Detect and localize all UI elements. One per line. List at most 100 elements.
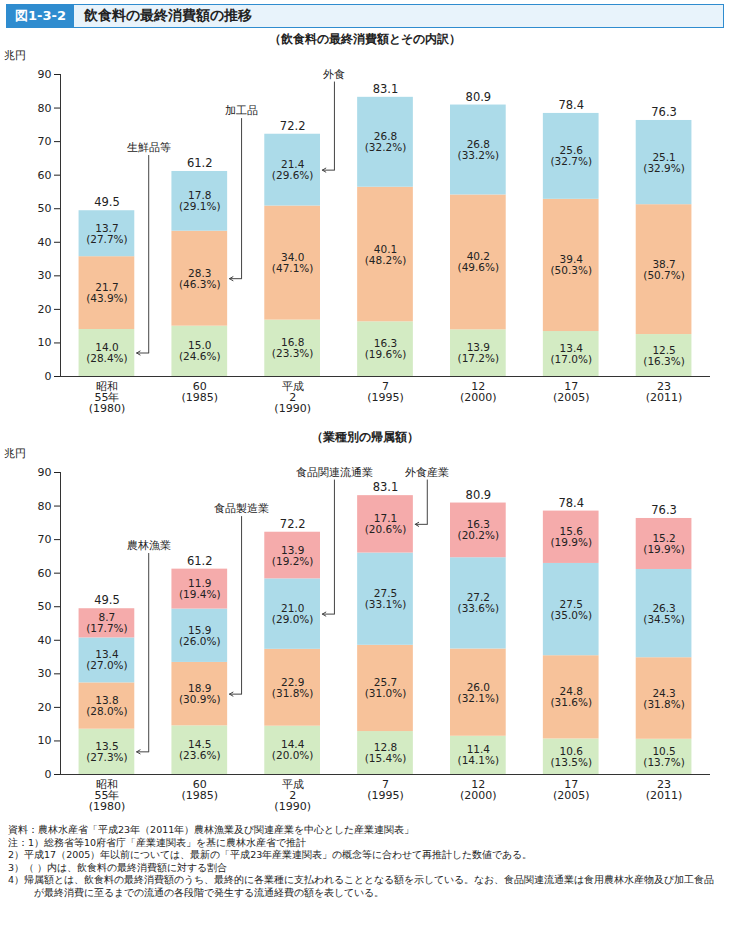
svg-text:11.4(14.1%): 11.4(14.1%) (458, 743, 500, 766)
svg-text:22.9(31.8%): 22.9(31.8%) (272, 676, 314, 699)
svg-text:78.4: 78.4 (558, 496, 584, 510)
svg-text:83.1: 83.1 (373, 480, 399, 494)
svg-text:18.9(30.9%): 18.9(30.9%) (179, 682, 221, 705)
svg-text:60(1985): 60(1985) (181, 380, 218, 404)
svg-text:昭和55年(1980): 昭和55年(1980) (89, 380, 126, 415)
svg-text:外食: 外食 (323, 68, 345, 81)
svg-text:39.4(50.3%): 39.4(50.3%) (550, 253, 592, 276)
svg-text:兆円: 兆円 (4, 49, 26, 62)
svg-text:25.6(32.7%): 25.6(32.7%) (550, 144, 592, 167)
svg-text:7(1995): 7(1995) (367, 380, 404, 404)
svg-text:23(2011): 23(2011) (646, 380, 683, 404)
svg-text:10.5(13.7%): 10.5(13.7%) (643, 745, 685, 768)
svg-text:70: 70 (38, 135, 52, 148)
svg-text:16.3(20.2%): 16.3(20.2%) (458, 518, 500, 541)
svg-text:平成2(1990): 平成2(1990) (274, 778, 311, 813)
svg-text:60(1985): 60(1985) (181, 778, 218, 802)
svg-text:40.2(49.6%): 40.2(49.6%) (458, 250, 500, 273)
svg-text:25.7(31.0%): 25.7(31.0%) (365, 676, 407, 699)
svg-text:26.0(32.1%): 26.0(32.1%) (458, 681, 500, 704)
svg-text:13.4(17.0%): 13.4(17.0%) (550, 342, 592, 365)
svg-text:60: 60 (38, 567, 52, 580)
svg-text:平成2(1990): 平成2(1990) (274, 380, 311, 415)
svg-text:83.1: 83.1 (373, 82, 399, 96)
svg-text:27.5(33.1%): 27.5(33.1%) (365, 587, 407, 610)
svg-text:72.2: 72.2 (280, 119, 306, 133)
svg-text:20: 20 (38, 303, 52, 316)
svg-text:13.8(28.0%): 13.8(28.0%) (86, 694, 128, 717)
svg-text:24.8(31.6%): 24.8(31.6%) (550, 685, 592, 708)
svg-text:28.3(46.3%): 28.3(46.3%) (179, 267, 221, 290)
svg-text:23(2011): 23(2011) (646, 778, 683, 802)
svg-text:30: 30 (38, 269, 52, 282)
svg-text:外食産業: 外食産業 (405, 466, 449, 479)
svg-text:15.2(19.9%): 15.2(19.9%) (643, 532, 685, 555)
svg-text:25.1(32.9%): 25.1(32.9%) (643, 151, 685, 174)
svg-text:30: 30 (38, 667, 52, 680)
svg-text:50: 50 (38, 600, 52, 613)
svg-text:90: 90 (38, 466, 52, 479)
svg-text:26.3(34.5%): 26.3(34.5%) (643, 602, 685, 625)
svg-text:13.9(17.2%): 13.9(17.2%) (458, 341, 500, 364)
svg-text:76.3: 76.3 (651, 105, 677, 119)
svg-text:17(2005): 17(2005) (553, 380, 590, 404)
svg-text:17.8(29.1%): 17.8(29.1%) (179, 189, 221, 212)
svg-text:15.0(24.6%): 15.0(24.6%) (179, 339, 221, 362)
svg-text:兆円: 兆円 (4, 447, 26, 460)
svg-text:21.0(29.0%): 21.0(29.0%) (272, 602, 314, 625)
svg-text:27.5(35.0%): 27.5(35.0%) (550, 598, 592, 621)
svg-text:13.7(27.7%): 13.7(27.7%) (86, 222, 128, 245)
svg-text:38.7(50.7%): 38.7(50.7%) (643, 258, 685, 281)
svg-text:14.4(20.0%): 14.4(20.0%) (272, 738, 314, 761)
svg-text:12.5(16.3%): 12.5(16.3%) (643, 344, 685, 367)
svg-text:0: 0 (45, 768, 52, 781)
svg-text:13.9(19.2%): 13.9(19.2%) (272, 544, 314, 567)
svg-text:食品製造業: 食品製造業 (214, 502, 269, 515)
svg-text:49.5: 49.5 (94, 593, 120, 607)
svg-text:20: 20 (38, 701, 52, 714)
svg-text:60: 60 (38, 169, 52, 182)
svg-text:40.1(48.2%): 40.1(48.2%) (365, 243, 407, 266)
svg-text:17.1(20.6%): 17.1(20.6%) (365, 512, 407, 535)
svg-text:15.9(26.0%): 15.9(26.0%) (179, 624, 221, 647)
svg-text:16.8(23.3%): 16.8(23.3%) (272, 336, 314, 359)
svg-text:7(1995): 7(1995) (367, 778, 404, 802)
svg-text:49.5: 49.5 (94, 195, 120, 209)
svg-text:昭和55年(1980): 昭和55年(1980) (89, 778, 126, 813)
svg-text:34.0(47.1%): 34.0(47.1%) (272, 251, 314, 274)
svg-text:80: 80 (38, 500, 52, 513)
svg-text:生鮮品等: 生鮮品等 (127, 141, 171, 154)
svg-text:61.2: 61.2 (187, 156, 213, 170)
svg-text:27.2(33.6%): 27.2(33.6%) (458, 591, 500, 614)
svg-text:76.3: 76.3 (651, 503, 677, 517)
svg-text:10: 10 (38, 734, 52, 747)
svg-text:40: 40 (38, 236, 52, 249)
svg-text:21.7(43.9%): 21.7(43.9%) (86, 281, 128, 304)
svg-text:26.8(33.2%): 26.8(33.2%) (458, 138, 500, 161)
svg-text:食品関連流通業: 食品関連流通業 (296, 466, 373, 479)
svg-text:61.2: 61.2 (187, 554, 213, 568)
svg-text:40: 40 (38, 634, 52, 647)
svg-text:17(2005): 17(2005) (553, 778, 590, 802)
svg-text:10: 10 (38, 336, 52, 349)
svg-text:農林漁業: 農林漁業 (127, 539, 171, 552)
svg-text:80.9: 80.9 (466, 90, 492, 104)
svg-text:50: 50 (38, 202, 52, 215)
svg-text:90: 90 (38, 68, 52, 81)
svg-text:80.9: 80.9 (466, 488, 492, 502)
svg-text:12(2000): 12(2000) (460, 380, 497, 404)
svg-text:72.2: 72.2 (280, 517, 306, 531)
svg-text:14.5(23.6%): 14.5(23.6%) (179, 738, 221, 761)
svg-text:26.8(32.2%): 26.8(32.2%) (365, 130, 407, 153)
svg-text:15.6(19.9%): 15.6(19.9%) (550, 525, 592, 548)
svg-text:10.6(13.5%): 10.6(13.5%) (550, 745, 592, 768)
svg-text:21.4(29.6%): 21.4(29.6%) (272, 158, 314, 181)
svg-text:12.8(15.4%): 12.8(15.4%) (365, 741, 407, 764)
svg-text:78.4: 78.4 (558, 98, 584, 112)
svg-text:24.3(31.8%): 24.3(31.8%) (643, 687, 685, 710)
svg-text:8.7(17.7%): 8.7(17.7%) (86, 611, 128, 634)
svg-text:12(2000): 12(2000) (460, 778, 497, 802)
svg-text:70: 70 (38, 533, 52, 546)
svg-text:16.3(19.6%): 16.3(19.6%) (365, 337, 407, 360)
svg-text:加工品: 加工品 (225, 104, 258, 117)
